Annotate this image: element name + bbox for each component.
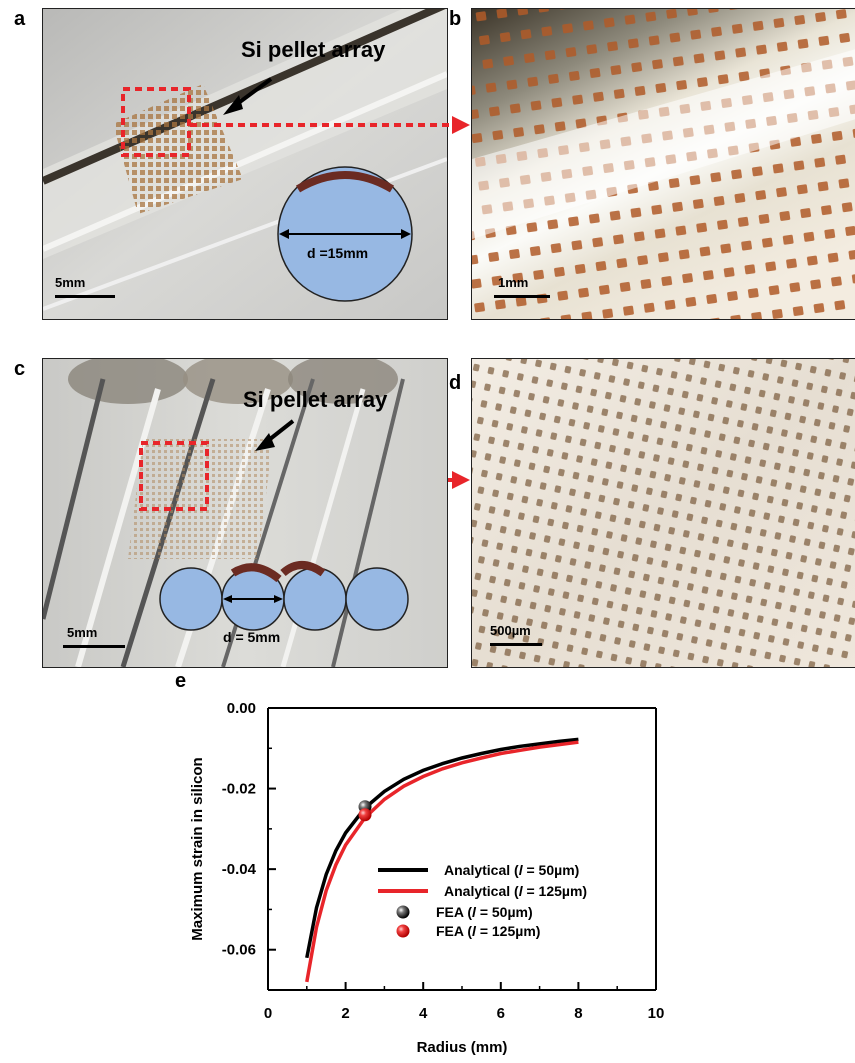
scale-bar-d: 500µm — [490, 623, 570, 653]
y-tick-label: -0.02 — [222, 781, 256, 798]
y-tick-label: -0.04 — [222, 861, 257, 878]
pellet-grid-d — [472, 359, 855, 667]
pellet-array-a — [113, 84, 243, 214]
legend-swatch-3 — [396, 924, 410, 938]
callout-text-c: Si pellet array — [243, 387, 388, 412]
scale-bar-a: 5mm — [55, 275, 125, 305]
scale-bar-line-b — [494, 295, 550, 298]
panel-label-a: a — [14, 8, 26, 30]
series-line-0 — [305, 737, 579, 959]
photo-a: Si pellet array d =15mm 5mm — [42, 8, 448, 320]
scale-bar-label-c: 5mm — [67, 625, 98, 640]
callout-text-a: Si pellet array — [241, 37, 386, 62]
photo-b: 1mm — [471, 8, 855, 320]
scale-bar-c: 5mm — [63, 625, 133, 655]
y-tick-label: -0.06 — [222, 942, 256, 959]
rod-cross-section-c-4 — [345, 567, 409, 631]
legend-label-0: Analytical (l = 50µm) — [444, 862, 579, 878]
photo-b-illustration — [472, 9, 855, 319]
x-tick-label: 0 — [264, 1005, 272, 1022]
y-axis-label: Maximum strain in silicon — [189, 757, 206, 940]
diameter-label-a: d =15mm — [307, 245, 369, 261]
scale-bar-line-a — [55, 295, 115, 298]
zoom-box-a — [121, 87, 191, 157]
panel-label-d: d — [449, 372, 462, 394]
series-point-3 — [358, 808, 372, 822]
series-line-1 — [305, 740, 579, 983]
x-tick-label: 2 — [341, 1005, 349, 1022]
photo-c: Si pellet array d = 5mm 5mm — [42, 358, 448, 668]
panel-label-c: c — [14, 358, 26, 380]
scale-bar-b: 1mm — [494, 275, 564, 305]
x-axis-label: Radius (mm) — [417, 1039, 508, 1056]
x-tick-label: 6 — [497, 1005, 505, 1022]
panel-label-e: e — [175, 670, 187, 692]
scale-bar-label-d: 500µm — [490, 623, 531, 638]
panel-label-b: b — [449, 8, 462, 30]
legend-swatch-2 — [396, 905, 410, 919]
photo-d-illustration — [472, 359, 855, 667]
photo-c-illustration — [43, 359, 447, 667]
diameter-label-c: d = 5mm — [223, 629, 281, 645]
y-tick-label: 0.00 — [227, 700, 256, 717]
pellet-cap-c — [230, 561, 326, 583]
legend-label-1: Analytical (l = 125µm) — [444, 883, 587, 899]
legend-label-3: FEA (l = 125µm) — [436, 923, 540, 939]
photo-a-illustration — [43, 9, 447, 319]
scale-bar-label-a: 5mm — [55, 275, 86, 290]
x-tick-label: 4 — [419, 1005, 428, 1022]
x-tick-label: 10 — [648, 1005, 665, 1022]
legend-label-2: FEA (l = 50µm) — [436, 904, 533, 920]
zoom-box-c — [139, 441, 209, 511]
scale-bar-line-d — [490, 643, 542, 646]
scale-bar-line-c — [63, 645, 125, 648]
x-tick-label: 8 — [574, 1005, 582, 1022]
scale-bar-label-b: 1mm — [498, 275, 529, 290]
pellet-cap-a — [295, 171, 395, 193]
pellet-array-c — [128, 439, 273, 559]
photo-d: 500µm — [471, 358, 855, 668]
